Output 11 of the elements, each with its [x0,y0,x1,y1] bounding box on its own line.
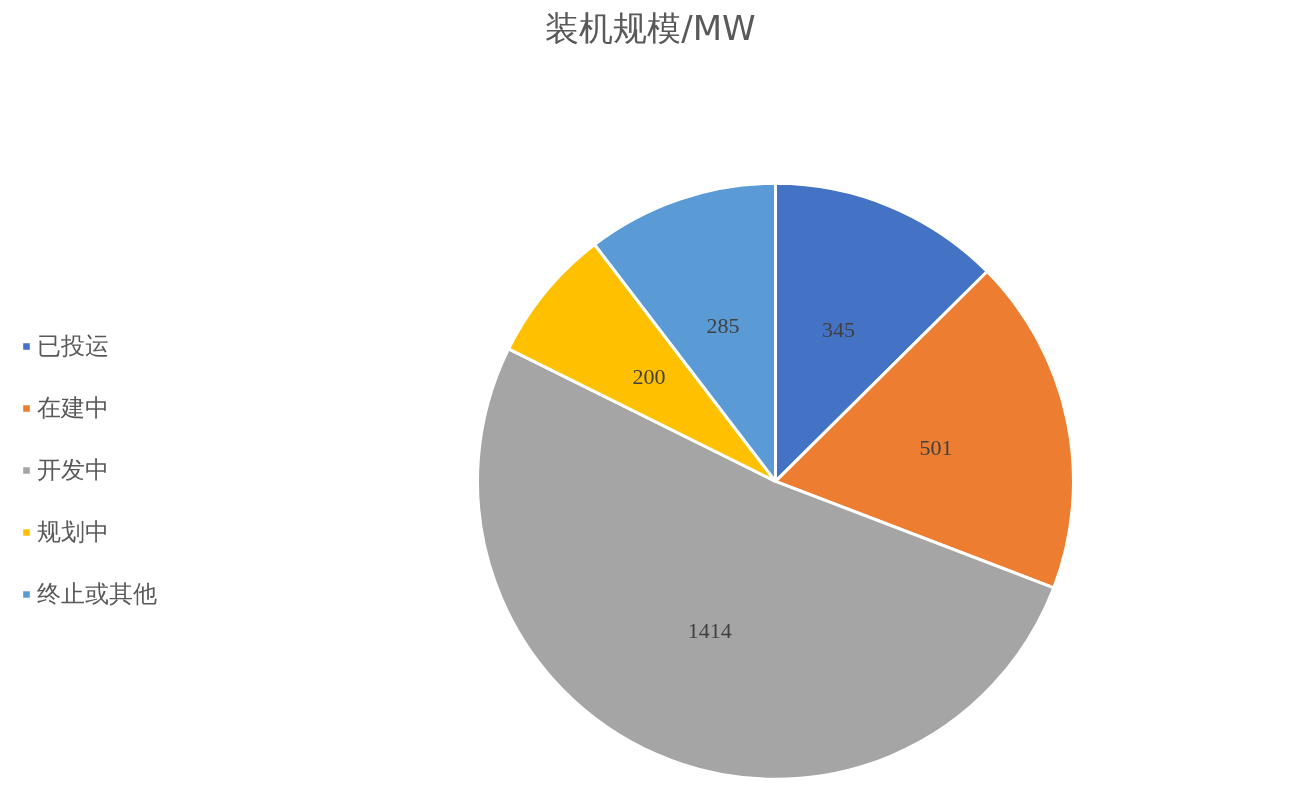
legend-label: 在建中 [37,393,109,424]
chart-title: 装机规模/MW [545,7,756,48]
legend-label: 规划中 [37,517,109,548]
legend-label: 开发中 [37,455,109,486]
data-label: 1414 [687,618,732,644]
data-label: 345 [822,317,856,343]
data-label: 285 [706,313,740,339]
data-label: 200 [632,364,666,390]
legend-label: 已投运 [37,331,109,362]
data-label: 501 [919,434,953,460]
legend-label: 终止或其他 [37,579,157,610]
